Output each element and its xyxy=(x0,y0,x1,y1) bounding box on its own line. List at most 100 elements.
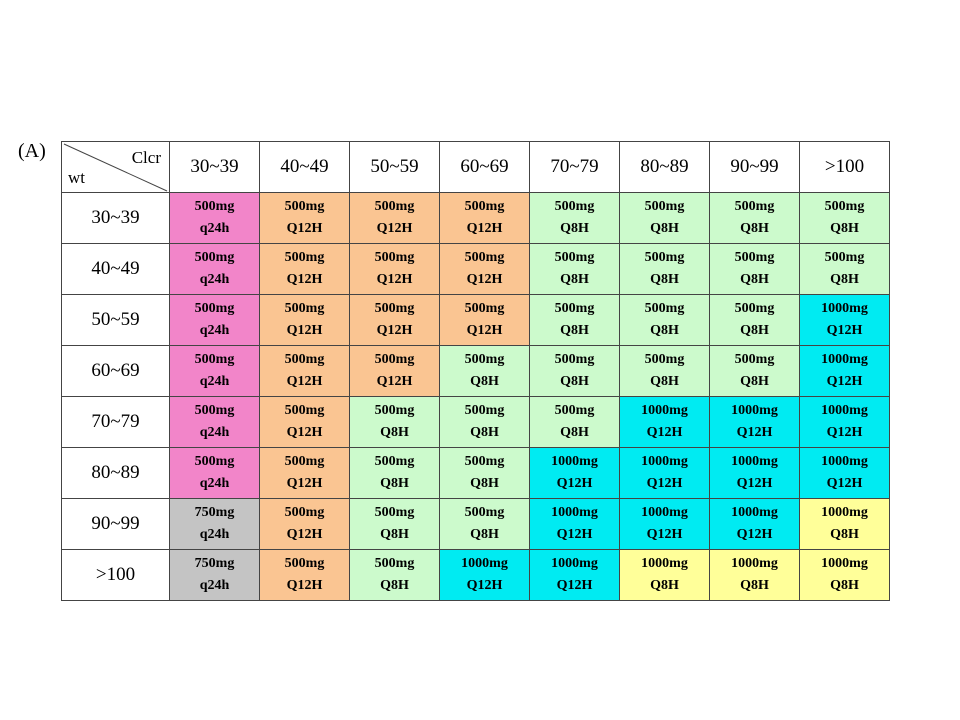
dose-frequency: q24h xyxy=(199,221,230,236)
dose-cell: 1000mg Q8H xyxy=(799,498,890,550)
dose-amount: 500mg xyxy=(464,505,505,520)
dose-amount: 1000mg xyxy=(821,352,868,367)
dose-amount: 500mg xyxy=(554,250,595,265)
dose-frequency: Q8H xyxy=(380,527,409,542)
dose-cell: 1000mg Q12H xyxy=(439,549,530,601)
dose-amount: 500mg xyxy=(284,199,325,214)
table-row: 80~89 500mg q24h 500mg Q12H 500mg Q8H 500mg Q8H 1… xyxy=(61,447,890,499)
dose-amount: 1000mg xyxy=(731,454,778,469)
dose-cell: 500mg Q12H xyxy=(259,243,350,295)
dose-frequency: Q12H xyxy=(736,527,773,542)
dose-amount: 500mg xyxy=(374,403,415,418)
dose-frequency: Q12H xyxy=(646,425,683,440)
dose-frequency: Q8H xyxy=(560,425,589,440)
dose-amount: 500mg xyxy=(554,352,595,367)
dose-amount: 500mg xyxy=(554,403,595,418)
dose-frequency: Q12H xyxy=(826,323,863,338)
dose-frequency: Q8H xyxy=(650,374,679,389)
dose-cell: 1000mg Q12H xyxy=(709,447,800,499)
dose-amount: 500mg xyxy=(464,352,505,367)
dose-frequency: Q8H xyxy=(470,476,499,491)
dose-amount: 500mg xyxy=(194,250,235,265)
dose-cell: 500mg Q8H xyxy=(349,549,440,601)
header-row: Clcr wt 30~39 40~49 50~59 60~69 70~79 80~89 90… xyxy=(61,141,890,193)
dose-amount: 500mg xyxy=(554,199,595,214)
dose-cell: 1000mg Q12H xyxy=(619,498,710,550)
dose-cell: 500mg Q8H xyxy=(529,243,620,295)
dose-amount: 500mg xyxy=(464,250,505,265)
dose-amount: 500mg xyxy=(644,250,685,265)
dose-frequency: q24h xyxy=(199,425,230,440)
dose-cell: 1000mg Q12H xyxy=(619,396,710,448)
dose-amount: 500mg xyxy=(374,199,415,214)
dose-amount: 500mg xyxy=(644,301,685,316)
dose-amount: 500mg xyxy=(374,556,415,571)
dose-amount: 500mg xyxy=(194,403,235,418)
dose-cell: 500mg Q12H xyxy=(259,345,350,397)
dose-amount: 500mg xyxy=(824,199,865,214)
dose-cell: 1000mg Q8H xyxy=(619,549,710,601)
dose-frequency: Q8H xyxy=(740,221,769,236)
clcr-label: Clcr xyxy=(131,148,161,167)
dose-cell: 500mg q24h xyxy=(169,294,260,346)
dose-cell: 1000mg Q12H xyxy=(529,447,620,499)
dose-amount: 1000mg xyxy=(641,505,688,520)
dose-cell: 500mg Q8H xyxy=(349,447,440,499)
dose-frequency: Q12H xyxy=(376,221,413,236)
dose-frequency: Q8H xyxy=(830,527,859,542)
dose-cell: 1000mg Q12H xyxy=(709,396,800,448)
dose-cell: 1000mg Q12H xyxy=(709,498,800,550)
dose-cell: 500mg Q8H xyxy=(349,396,440,448)
dose-frequency: q24h xyxy=(199,272,230,287)
column-header: 50~59 xyxy=(349,141,440,193)
dose-amount: 500mg xyxy=(284,556,325,571)
dose-cell: 500mg Q8H xyxy=(619,243,710,295)
dose-frequency: Q12H xyxy=(286,425,323,440)
dose-cell: 500mg Q8H xyxy=(709,345,800,397)
dose-frequency: Q12H xyxy=(286,374,323,389)
diagonal-divider xyxy=(63,143,168,192)
column-header: 80~89 xyxy=(619,141,710,193)
column-header: 40~49 xyxy=(259,141,350,193)
dose-frequency: Q8H xyxy=(380,476,409,491)
corner-header: Clcr wt xyxy=(61,141,170,193)
dose-amount: 500mg xyxy=(464,454,505,469)
dose-amount: 500mg xyxy=(734,199,775,214)
dose-frequency: Q8H xyxy=(740,374,769,389)
dose-frequency: Q8H xyxy=(650,272,679,287)
dose-amount: 1000mg xyxy=(731,403,778,418)
dose-cell: 500mg Q8H xyxy=(619,345,710,397)
dose-frequency: Q12H xyxy=(376,323,413,338)
dose-amount: 1000mg xyxy=(821,301,868,316)
dose-amount: 1000mg xyxy=(821,454,868,469)
dose-amount: 500mg xyxy=(644,199,685,214)
dose-cell: 500mg Q8H xyxy=(799,243,890,295)
dose-frequency: Q8H xyxy=(650,221,679,236)
row-header: 30~39 xyxy=(61,192,170,244)
dose-amount: 1000mg xyxy=(821,505,868,520)
dose-cell: 500mg Q12H xyxy=(349,345,440,397)
row-header: 40~49 xyxy=(61,243,170,295)
dose-cell: 500mg Q8H xyxy=(799,192,890,244)
dose-frequency: Q8H xyxy=(560,323,589,338)
dose-cell: 500mg Q8H xyxy=(439,447,530,499)
dose-cell: 1000mg Q8H xyxy=(799,549,890,601)
table-row: 40~49 500mg q24h 500mg Q12H 500mg Q12H 500mg Q12… xyxy=(61,243,890,295)
dose-amount: 500mg xyxy=(194,352,235,367)
row-header: 70~79 xyxy=(61,396,170,448)
dose-amount: 500mg xyxy=(284,301,325,316)
dose-cell: 1000mg Q8H xyxy=(709,549,800,601)
dose-amount: 500mg xyxy=(734,250,775,265)
dose-amount: 1000mg xyxy=(731,556,778,571)
dose-cell: 500mg Q12H xyxy=(259,396,350,448)
dose-amount: 1000mg xyxy=(731,505,778,520)
dose-amount: 500mg xyxy=(644,352,685,367)
dose-cell: 500mg Q8H xyxy=(439,345,530,397)
dose-cell: 500mg Q8H xyxy=(709,192,800,244)
dose-cell: 500mg q24h xyxy=(169,447,260,499)
dose-amount: 500mg xyxy=(284,250,325,265)
dose-amount: 500mg xyxy=(464,199,505,214)
dose-amount: 1000mg xyxy=(641,454,688,469)
dose-frequency: Q12H xyxy=(286,221,323,236)
dose-cell: 1000mg Q12H xyxy=(529,549,620,601)
